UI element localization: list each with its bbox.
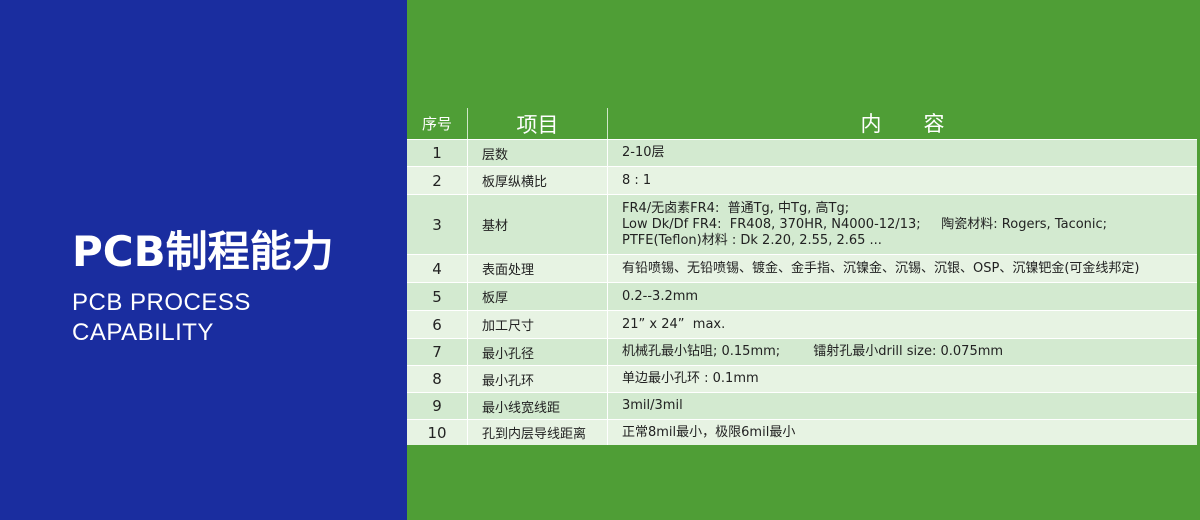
table-row: 7 最小孔径 机械孔最小钻咀; 0.15mm; 镭射孔最小drill size: 0… [407,338,1197,365]
header-no: 序号 [421,115,452,133]
row-content: 8 : 1 [607,167,1197,194]
row-number: 1 [432,144,442,162]
table-row: 9 最小线宽线距 3mil/3mil [407,392,1197,419]
content-line: 8 : 1 [622,172,652,188]
content-line: 3mil/3mil [622,398,683,413]
row-item: 孔到内层导线距离 [467,420,607,445]
left-panel: PCB制程能力 PCB PROCESS CAPABILITY [0,0,407,520]
row-number: 4 [432,259,442,278]
row-number: 6 [432,315,442,334]
content-line: 0.2--3.2mm [622,288,699,304]
row-content: 3mil/3mil [607,393,1197,419]
row-number: 10 [427,423,447,442]
table-row: 2 板厚纵横比 8 : 1 [407,166,1197,194]
row-number: 3 [432,215,442,234]
row-content: 正常8mil最小，极限6mil最小 [607,420,1197,445]
header-item: 项目 [467,108,607,139]
row-number: 8 [432,370,442,388]
content-line: PTFE(Teflon)材料 : Dk 2.20, 2.55, 2.65 ... [622,232,882,248]
row-item: 最小孔径 [467,339,607,365]
table-row: 8 最小孔环 单边最小孔环 : 0.1mm [407,365,1197,392]
table-row: 1 层数 2-10层 [407,139,1197,166]
row-item: 基材 [467,195,607,254]
table-row: 4 表面处理 有铅喷锡、无铅喷锡、镀金、金手指、沉镍金、沉锡、沉银、OSP、沉镍钯金… [407,254,1197,282]
content-line: Low Dk/Df FR4: FR408, 370HR, N4000-12/13… [622,216,1108,232]
header-content: 内 容 [607,108,1197,139]
content-line: 2-10层 [622,145,665,160]
table-row: 3 基材 FR4/无卤素FR4: 普通Tg, 中Tg, 高Tg; Low Dk/Df … [407,194,1197,254]
content-line: 单边最小孔环 : 0.1mm [622,371,759,386]
row-content: 21” x 24” max. [607,311,1197,338]
table-row: 10 孔到内层导线距离 正常8mil最小，极限6mil最小 [407,419,1197,445]
content-line: 机械孔最小钻咀; 0.15mm; 镭射孔最小drill size: 0.075m… [622,344,1004,359]
row-item: 表面处理 [467,255,607,282]
row-content: 单边最小孔环 : 0.1mm [607,366,1197,392]
row-number: 7 [432,343,442,361]
row-number: 2 [432,171,442,190]
content-line: 有铅喷锡、无铅喷锡、镀金、金手指、沉镍金、沉锡、沉银、OSP、沉镍钯金(可金线邦… [622,260,1140,276]
table-row: 6 加工尺寸 21” x 24” max. [407,310,1197,338]
row-content: 机械孔最小钻咀; 0.15mm; 镭射孔最小drill size: 0.075m… [607,339,1197,365]
row-content: 有铅喷锡、无铅喷锡、镀金、金手指、沉镍金、沉锡、沉银、OSP、沉镍钯金(可金线邦… [607,255,1197,282]
row-item: 板厚 [467,283,607,310]
row-content: FR4/无卤素FR4: 普通Tg, 中Tg, 高Tg; Low Dk/Df FR4… [607,195,1197,254]
table-row: 5 板厚 0.2--3.2mm [407,282,1197,310]
row-item: 最小线宽线距 [467,393,607,419]
row-content: 2-10层 [607,140,1197,166]
subtitle-line1: PCB PROCESS [72,289,251,316]
row-item: 层数 [467,140,607,166]
page-title: PCB制程能力 [72,227,334,276]
row-number: 9 [432,397,442,415]
row-item: 板厚纵横比 [467,167,607,194]
content-line: 正常8mil最小，极限6mil最小 [622,424,796,440]
row-number: 5 [432,287,442,306]
subtitle-line2: CAPABILITY [72,319,214,346]
table-header: 序号 项目 内 容 [407,108,1197,139]
capability-table: 序号 项目 内 容 1 层数 2-10层 2 板厚纵横比 8 : 1 3 基材 FR4/无卤素F… [407,108,1197,445]
content-line: 21” x 24” max. [622,316,726,332]
content-line: FR4/无卤素FR4: 普通Tg, 中Tg, 高Tg; [622,200,850,216]
row-item: 最小孔环 [467,366,607,392]
row-content: 0.2--3.2mm [607,283,1197,310]
row-item: 加工尺寸 [467,311,607,338]
